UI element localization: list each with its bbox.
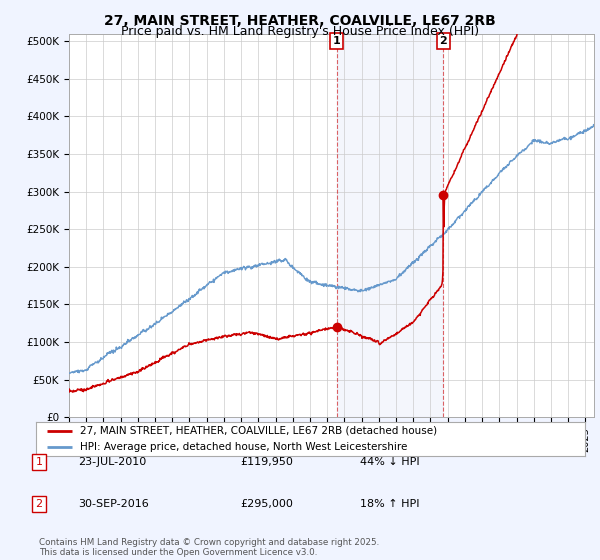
- Text: 27, MAIN STREET, HEATHER, COALVILLE, LE67 2RB: 27, MAIN STREET, HEATHER, COALVILLE, LE6…: [104, 14, 496, 28]
- Bar: [337, 34, 443, 417]
- Text: 1: 1: [35, 457, 43, 467]
- Text: 30-SEP-2016: 30-SEP-2016: [78, 499, 149, 509]
- Text: 2: 2: [440, 36, 447, 46]
- Text: HPI: Average price, detached house, North West Leicestershire: HPI: Average price, detached house, Nort…: [80, 442, 407, 452]
- Text: Price paid vs. HM Land Registry's House Price Index (HPI): Price paid vs. HM Land Registry's House …: [121, 25, 479, 38]
- Text: £295,000: £295,000: [240, 499, 293, 509]
- Text: 27, MAIN STREET, HEATHER, COALVILLE, LE67 2RB (detached house): 27, MAIN STREET, HEATHER, COALVILLE, LE6…: [80, 426, 437, 436]
- Text: 23-JUL-2010: 23-JUL-2010: [78, 457, 146, 467]
- Text: 2: 2: [35, 499, 43, 509]
- Text: 44% ↓ HPI: 44% ↓ HPI: [360, 457, 419, 467]
- Text: 18% ↑ HPI: 18% ↑ HPI: [360, 499, 419, 509]
- Text: 1: 1: [333, 36, 341, 46]
- Text: Contains HM Land Registry data © Crown copyright and database right 2025.
This d: Contains HM Land Registry data © Crown c…: [39, 538, 379, 557]
- Text: £119,950: £119,950: [240, 457, 293, 467]
